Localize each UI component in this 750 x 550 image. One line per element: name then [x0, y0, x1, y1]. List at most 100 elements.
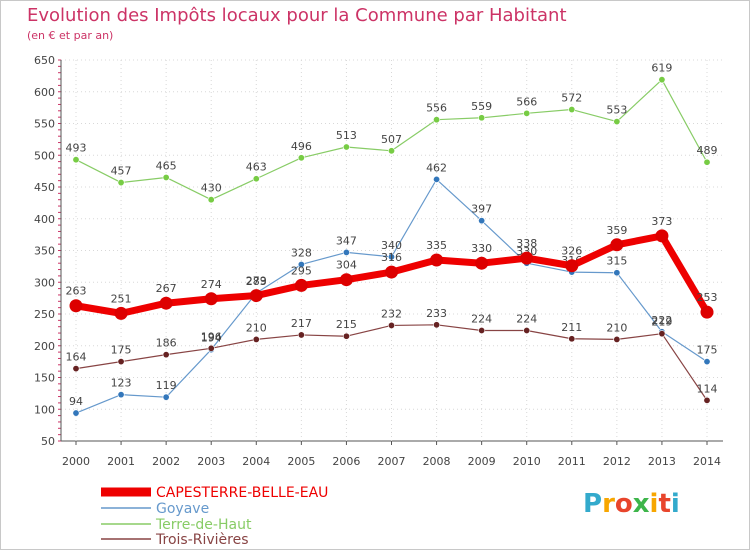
data-point [207, 196, 215, 204]
y-tick-label: 300 [34, 276, 55, 289]
data-point [162, 351, 170, 359]
data-point [342, 143, 350, 151]
data-label: 196 [201, 330, 222, 343]
x-tick-label: 2009 [468, 455, 496, 468]
data-label: 224 [516, 313, 537, 326]
logo-letter: i [670, 489, 680, 519]
y-tick-label: 600 [34, 86, 55, 99]
y-tick-label: 450 [34, 181, 55, 194]
data-point [162, 393, 170, 401]
data-point [249, 289, 263, 303]
data-label: 219 [651, 316, 672, 329]
data-label: 295 [291, 264, 312, 277]
data-label: 186 [156, 337, 177, 350]
data-label: 335 [426, 239, 447, 252]
data-label: 347 [336, 234, 357, 247]
data-point [658, 76, 666, 84]
data-label: 94 [69, 395, 83, 408]
data-point [252, 335, 260, 343]
data-label: 114 [697, 382, 718, 395]
data-point [294, 278, 308, 292]
chart-title: Evolution des Impôts locaux pour la Comm… [27, 5, 567, 26]
data-point [433, 116, 441, 124]
chart-subtitle: (en € et par an) [27, 29, 114, 42]
x-tick-label: 2006 [332, 455, 360, 468]
logo-letter: r [602, 489, 615, 519]
logo-letter: t [658, 489, 671, 519]
data-point [387, 147, 395, 155]
data-label: 338 [516, 237, 537, 250]
data-point [117, 179, 125, 187]
data-label: 430 [201, 182, 222, 195]
logo-letter: o [614, 489, 633, 519]
data-label: 175 [111, 344, 132, 357]
data-point [114, 306, 128, 320]
logo-letter: P [583, 489, 603, 519]
data-point [433, 175, 441, 183]
data-label: 267 [156, 282, 177, 295]
series-capesterre-belle-eau: 263 251 267 274 279 295 304 316 335 330 338 326 359 3… [66, 215, 718, 320]
x-tick-label: 2000 [62, 455, 90, 468]
x-tick-label: 2005 [287, 455, 315, 468]
data-point [433, 321, 441, 329]
data-point [700, 305, 714, 319]
data-label: 251 [111, 292, 132, 305]
data-point [520, 251, 534, 265]
data-label: 215 [336, 318, 357, 331]
data-label: 210 [246, 321, 267, 334]
data-label: 373 [651, 215, 672, 228]
data-label: 123 [111, 377, 132, 390]
data-point [159, 296, 173, 310]
data-label: 462 [426, 161, 447, 174]
data-point [385, 265, 398, 279]
data-point [478, 327, 486, 335]
data-point [297, 331, 305, 339]
x-tick-label: 2004 [242, 455, 270, 468]
data-point [610, 238, 624, 252]
data-point [297, 154, 305, 162]
data-label: 304 [336, 259, 357, 272]
data-label: 233 [426, 307, 447, 320]
y-tick-label: 500 [34, 149, 55, 162]
data-point [478, 217, 486, 225]
x-tick-label: 2012 [603, 455, 631, 468]
data-label: 457 [111, 165, 132, 178]
data-label: 330 [471, 242, 492, 255]
y-tick-label: 350 [34, 245, 55, 258]
data-point [655, 229, 669, 243]
y-tick-label: 550 [34, 118, 55, 131]
x-tick-label: 2003 [197, 455, 225, 468]
data-label: 253 [697, 291, 718, 304]
data-label: 315 [606, 255, 627, 268]
data-label: 316 [381, 251, 402, 264]
data-label: 496 [291, 140, 312, 153]
data-label: 619 [651, 62, 672, 75]
data-point [72, 409, 80, 417]
x-tick-label: 2010 [513, 455, 541, 468]
y-tick-label: 250 [34, 308, 55, 321]
data-point [162, 173, 170, 181]
data-point [342, 332, 350, 340]
data-label: 397 [471, 203, 492, 216]
data-point [658, 330, 666, 338]
data-label: 493 [66, 142, 87, 155]
data-point [703, 158, 711, 166]
data-label: 559 [471, 100, 492, 113]
y-tick-label: 650 [34, 54, 55, 67]
data-point [475, 256, 489, 270]
legend-label: Goyave [156, 501, 209, 517]
x-tick-label: 2011 [558, 455, 586, 468]
x-tick-label: 2013 [648, 455, 676, 468]
data-label: 328 [291, 246, 312, 259]
data-label: 572 [561, 92, 582, 105]
data-label: 211 [561, 321, 582, 334]
data-point [72, 365, 80, 373]
x-tick-label: 2001 [107, 455, 135, 468]
data-label: 175 [697, 344, 718, 357]
data-point [478, 114, 486, 122]
data-label: 566 [516, 95, 537, 108]
y-tick-label: 200 [34, 340, 55, 353]
legend-label: CAPESTERRE-BELLE-EAU [156, 485, 328, 501]
